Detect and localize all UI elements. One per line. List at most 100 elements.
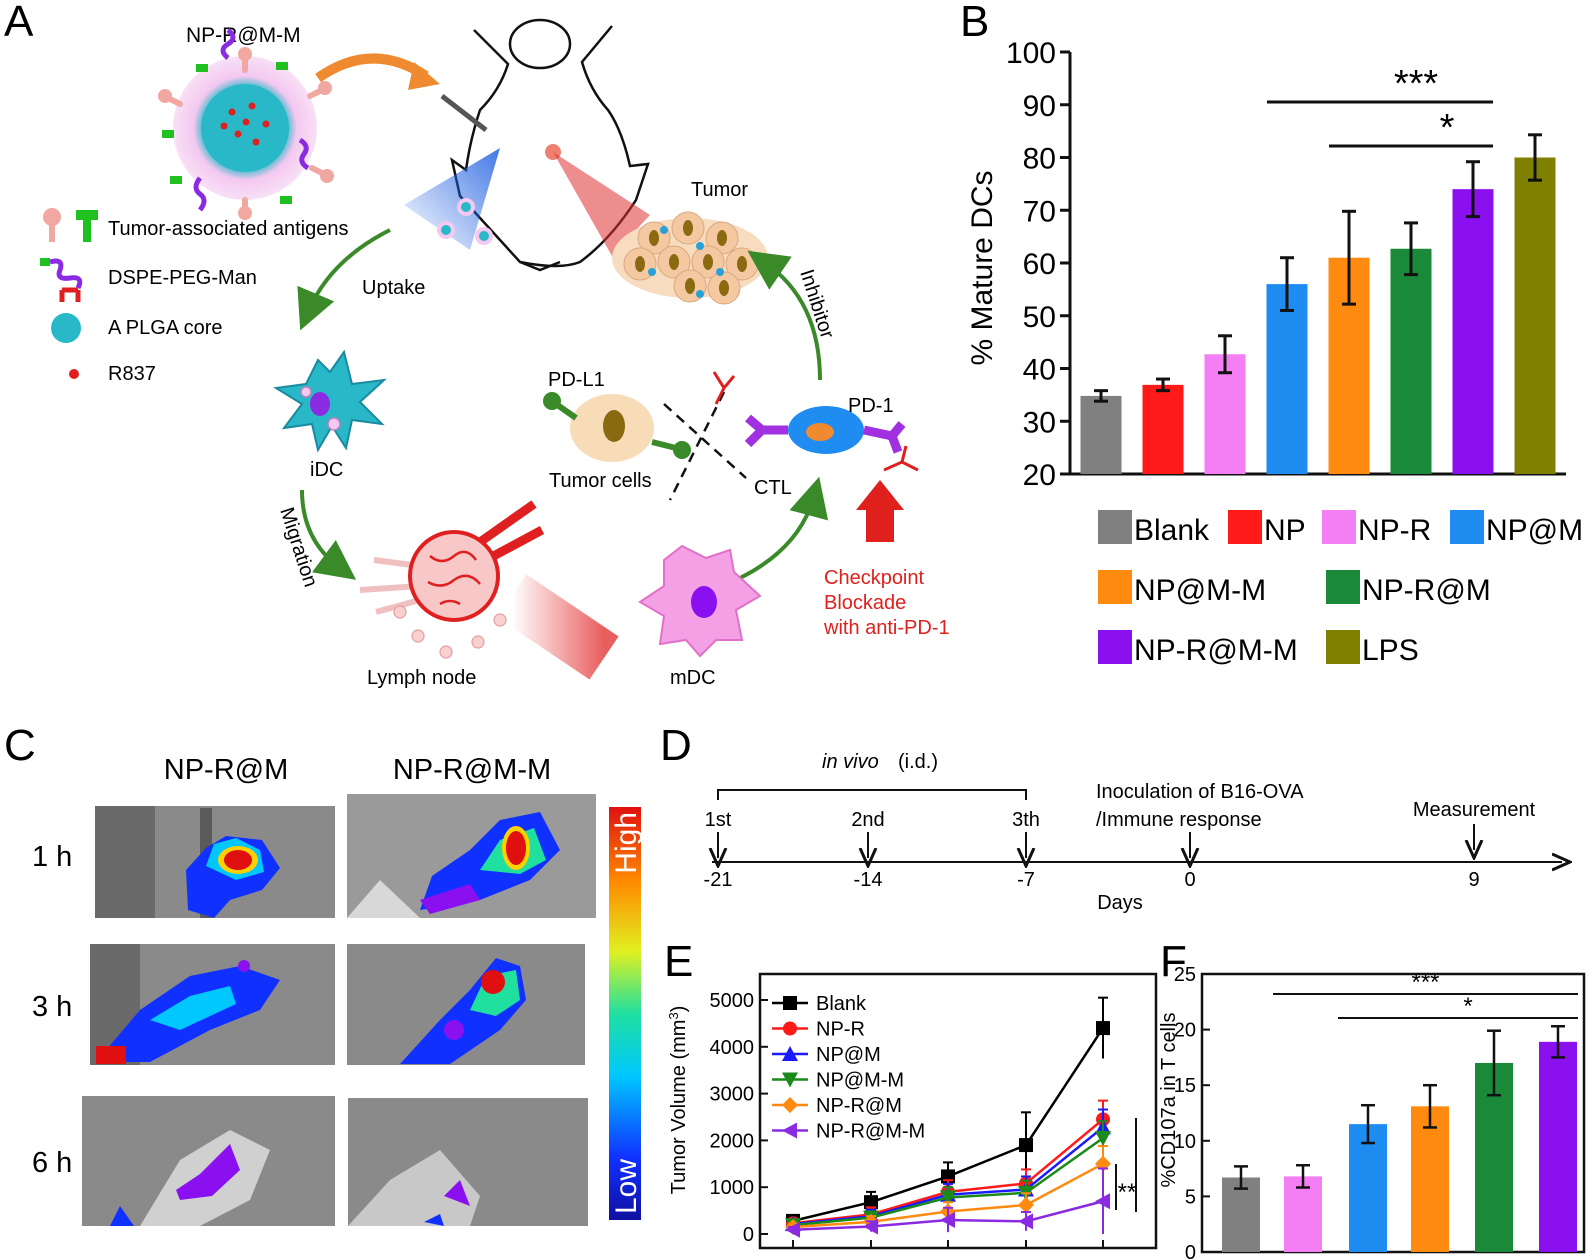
checkpoint-label-2: Blockade <box>824 592 906 614</box>
e-plot-frame <box>758 972 1158 1250</box>
e-ytick-label: 2000 <box>710 1130 755 1152</box>
e-series-np-r-m-m <box>785 1167 1110 1238</box>
dspe-peg-man-icon <box>40 258 50 266</box>
uptake-label: Uptake <box>362 277 425 299</box>
c-row-1h: 1 h <box>32 841 72 873</box>
b-legend-swatch <box>1098 510 1132 544</box>
imaging-tile-3h-a <box>90 944 335 1065</box>
e-point <box>940 1211 955 1228</box>
b-legend-label: NP-R <box>1358 514 1431 547</box>
panel-a-legend: Tumor-associated antigens DSPE-PEG-Man A… <box>40 208 349 385</box>
imaging-tile-6h-a <box>82 1096 335 1226</box>
e-legend-marker <box>782 1072 798 1088</box>
e-point <box>1018 1213 1033 1230</box>
f-ytick-label: 15 <box>1174 1075 1196 1097</box>
imaging-tile-3h-b <box>347 944 585 1065</box>
f-ytick-label: 20 <box>1174 1020 1196 1042</box>
e-ytick-label: 3000 <box>710 1084 755 1106</box>
f-bar-1 <box>1222 1177 1260 1252</box>
e-legend-label: NP@M-M <box>816 1070 904 1092</box>
e-point <box>1096 1021 1110 1036</box>
f-ytick-label: 10 <box>1174 1131 1196 1153</box>
b-legend-swatch <box>1326 630 1360 664</box>
panel-label-d: D <box>660 721 692 770</box>
plga-core-icon <box>51 313 81 343</box>
b-legend-swatch <box>1326 570 1360 604</box>
e-legend-marker <box>782 1097 798 1113</box>
e-point <box>1019 1138 1033 1153</box>
f-axes: 0 5 10 15 20 25 <box>1174 964 1586 1260</box>
b-bar-np-m <box>1266 284 1308 474</box>
e-legend-label: NP-R@M-M <box>816 1121 925 1143</box>
e-ytick-label: 1000 <box>710 1177 755 1199</box>
f-bar-4 <box>1411 1106 1449 1252</box>
f-ytick-label: 0 <box>1185 1242 1196 1260</box>
e-ytick-label: 0 <box>743 1224 754 1246</box>
legend-antigens: Tumor-associated antigens <box>108 218 349 240</box>
c-col-np-r-m-m: NP-R@M-M <box>393 754 551 786</box>
f-ytick-label: 5 <box>1185 1186 1196 1208</box>
b-legend-label: LPS <box>1362 634 1419 667</box>
panel-d: D in vivo (i.d.) 1st 2nd 3th Inoculation… <box>660 721 1562 914</box>
dose-2nd: 2nd <box>851 809 884 831</box>
e-point <box>940 1190 956 1206</box>
c-row-3h: 3 h <box>32 991 72 1023</box>
e-legend-label: Blank <box>816 993 867 1015</box>
f-ylabel: %CD107a in T cells <box>1158 1013 1180 1188</box>
b-legend-label: NP@M-M <box>1134 574 1266 607</box>
b-legend-swatch <box>1098 570 1132 604</box>
panel-a: A NP-R@M-M <box>4 0 950 689</box>
measurement-label: Measurement <box>1413 799 1536 821</box>
e-legend-marker <box>782 1046 798 1061</box>
b-ytick-label: 50 <box>1023 301 1056 334</box>
b-legend: Blank NP NP-R NP@M NP@M-M NP-R@M NP-R@M-M LPS <box>1098 510 1583 667</box>
b-ylabel: % Mature DCs <box>966 170 999 365</box>
legend-r837: R837 <box>108 363 156 385</box>
e-legend-marker <box>783 996 797 1010</box>
b-legend-swatch <box>1228 510 1262 544</box>
f-significance: **** <box>1273 969 1578 1020</box>
tumor-cone <box>553 152 650 256</box>
injected-particles <box>437 198 493 245</box>
b-ytick-label: 40 <box>1023 354 1056 387</box>
tumor-cell-illustration <box>543 392 691 462</box>
b-ytick-label: 100 <box>1006 37 1056 70</box>
timeline-arrows <box>718 824 1474 858</box>
legend-dspe: DSPE-PEG-Man <box>108 267 257 289</box>
lymph-node-label: Lymph node <box>367 667 476 689</box>
f-plot-frame <box>1200 972 1586 1254</box>
b-significance: **** <box>1267 63 1493 149</box>
np-name-label: NP-R@M-M <box>186 24 301 47</box>
in-vivo-bracket <box>717 789 1027 800</box>
tumor-cells-label: Tumor cells <box>549 470 652 492</box>
blockade-dashed-lines <box>663 391 747 501</box>
b-bar-lps <box>1514 157 1556 474</box>
e-point <box>863 1218 878 1235</box>
f-ytick-label: 25 <box>1174 964 1196 986</box>
e-legend-marker <box>783 1021 797 1036</box>
nanoparticle-illustration <box>158 28 334 220</box>
mdc-label: mDC <box>670 667 716 689</box>
b-sig-label: *** <box>1394 63 1439 105</box>
b-bar-np-r-m <box>1390 248 1432 474</box>
f-bars <box>1222 1025 1577 1252</box>
b-ytick-label: 80 <box>1023 143 1056 176</box>
panel-c: C NP-R@M NP-R@M-M 1 h 3 h 6 h <box>4 721 643 1226</box>
dose-3th: 3th <box>1012 809 1040 831</box>
injection-cone <box>404 148 500 250</box>
e-legend: Blank NP-R NP@M NP@M-M NP-R@M NP-R@M-M <box>772 993 925 1143</box>
b-ytick-label: 20 <box>1023 459 1056 492</box>
r837-icon <box>69 369 79 379</box>
in-vivo-label: in vivo <box>822 751 879 773</box>
checkpoint-arrow <box>856 480 904 542</box>
f-sig-label: *** <box>1411 969 1439 996</box>
b-bar-np <box>1142 384 1184 474</box>
imaging-tile-1h-b <box>347 794 596 918</box>
e-axes: 0 1000 2000 3000 4000 5000 <box>710 972 1158 1250</box>
injection-arrow-head <box>408 62 440 90</box>
scale-low-label: Low <box>610 1159 643 1214</box>
panel-label-c: C <box>4 721 36 770</box>
legend-plga: A PLGA core <box>108 317 223 339</box>
